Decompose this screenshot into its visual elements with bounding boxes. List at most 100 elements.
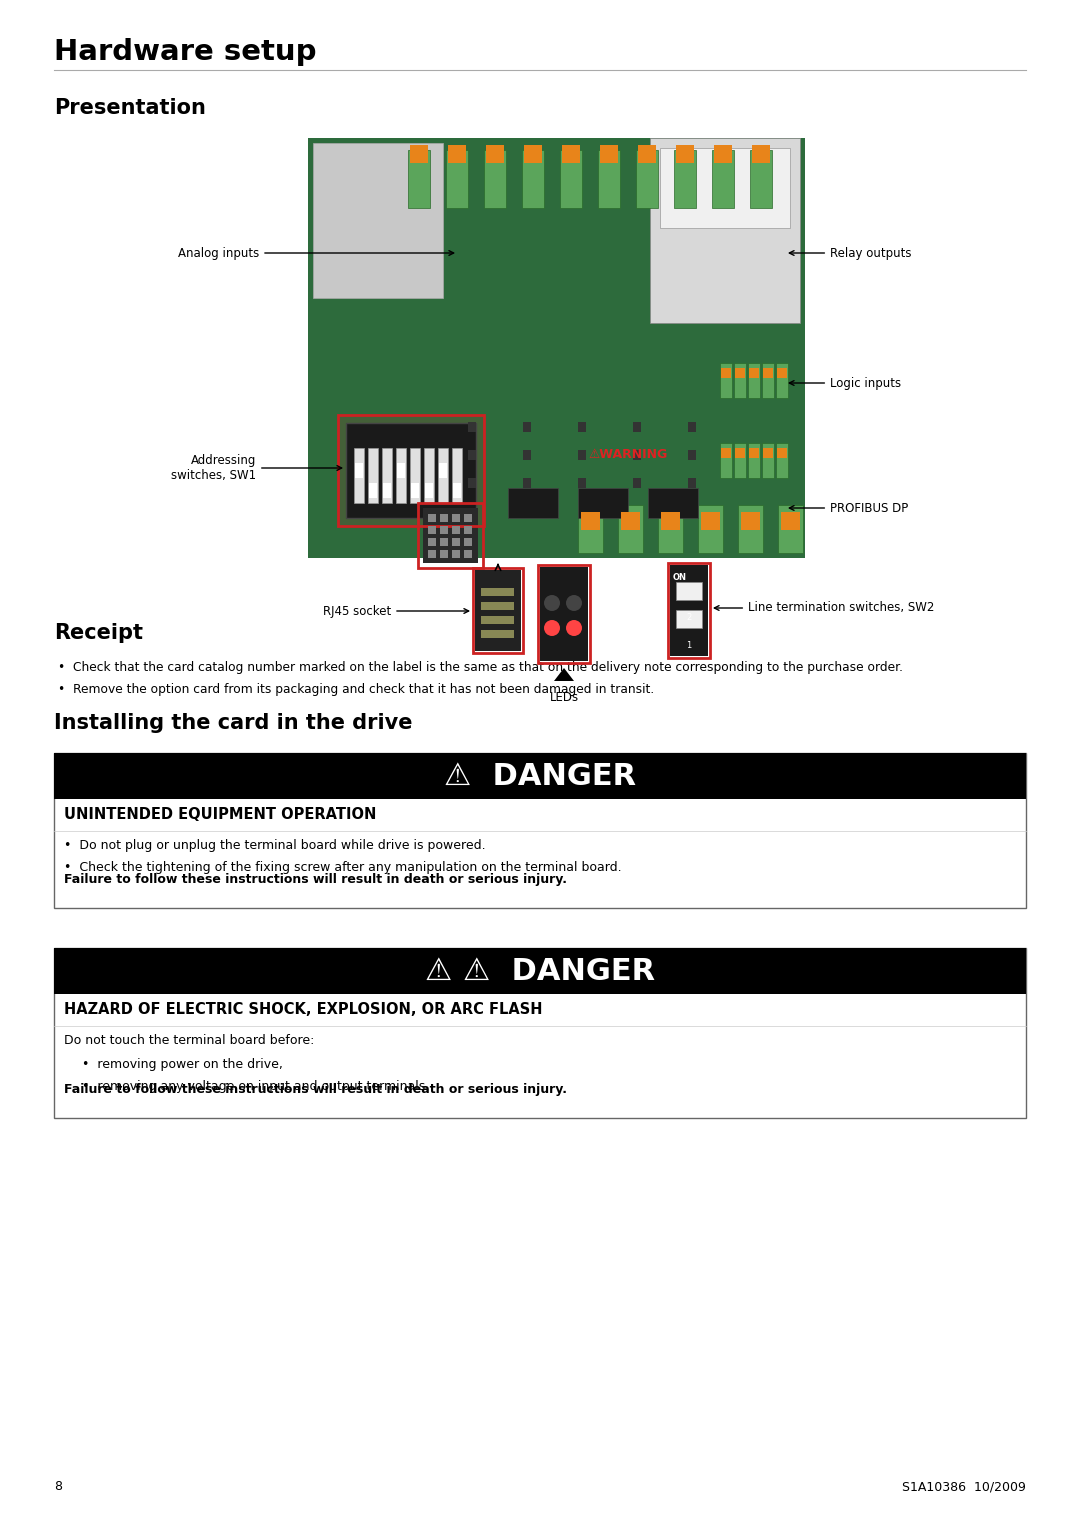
Bar xyxy=(712,150,734,208)
Bar xyxy=(578,504,603,553)
Text: 1: 1 xyxy=(687,642,691,649)
Bar xyxy=(762,364,774,397)
Bar xyxy=(486,145,504,163)
Bar xyxy=(464,550,472,558)
Bar xyxy=(698,504,723,553)
Bar xyxy=(408,150,430,208)
Bar xyxy=(762,448,773,458)
Bar xyxy=(750,448,759,458)
Bar xyxy=(734,364,746,397)
Bar xyxy=(621,512,640,530)
Bar xyxy=(368,448,378,503)
Bar xyxy=(468,422,476,432)
Bar xyxy=(721,448,731,458)
Bar xyxy=(777,448,787,458)
Bar xyxy=(523,451,531,460)
Text: Installing the card in the drive: Installing the card in the drive xyxy=(54,714,413,733)
Text: Logic inputs: Logic inputs xyxy=(789,376,901,390)
Bar xyxy=(735,368,745,377)
Bar xyxy=(354,448,364,503)
Bar xyxy=(453,538,460,545)
Bar xyxy=(741,512,760,530)
Bar xyxy=(397,463,405,478)
Bar xyxy=(338,416,484,526)
Bar xyxy=(633,478,642,487)
Text: ON: ON xyxy=(673,573,687,582)
Text: Do not touch the terminal board before:: Do not touch the terminal board before: xyxy=(64,1034,314,1047)
Bar xyxy=(523,422,531,432)
Bar xyxy=(475,570,521,651)
Bar xyxy=(308,138,805,558)
Text: ⚠ ⚠  DANGER: ⚠ ⚠ DANGER xyxy=(424,957,656,986)
Text: S1A10386  10/2009: S1A10386 10/2009 xyxy=(902,1481,1026,1493)
Text: ⚠  DANGER: ⚠ DANGER xyxy=(444,761,636,790)
Bar xyxy=(440,526,448,533)
Bar xyxy=(411,483,419,498)
Bar xyxy=(338,416,484,526)
Bar xyxy=(382,448,392,503)
Bar xyxy=(735,448,745,458)
Bar xyxy=(396,448,406,503)
Bar xyxy=(762,443,774,478)
Bar xyxy=(481,602,514,610)
Bar xyxy=(778,504,804,553)
Bar xyxy=(578,451,586,460)
Text: Receipt: Receipt xyxy=(54,623,143,643)
Bar xyxy=(453,483,461,498)
Bar xyxy=(453,513,460,523)
Bar xyxy=(688,451,696,460)
Text: Relay outputs: Relay outputs xyxy=(789,246,912,260)
Bar xyxy=(426,483,433,498)
Circle shape xyxy=(544,594,561,611)
Bar xyxy=(777,368,787,377)
Bar xyxy=(750,368,759,377)
Bar xyxy=(481,630,514,639)
Text: UNINTENDED EQUIPMENT OPERATION: UNINTENDED EQUIPMENT OPERATION xyxy=(64,807,376,822)
Bar xyxy=(523,478,531,487)
Bar xyxy=(383,483,391,498)
Bar xyxy=(453,550,460,558)
Text: •  Remove the option card from its packaging and check that it has not been dama: • Remove the option card from its packag… xyxy=(58,683,654,695)
Bar xyxy=(688,422,696,432)
Bar xyxy=(468,478,476,487)
Text: •  removing any voltage on input and output terminals.: • removing any voltage on input and outp… xyxy=(82,1080,429,1093)
Bar xyxy=(54,753,1026,799)
Bar xyxy=(762,368,773,377)
Bar xyxy=(638,145,656,163)
Bar xyxy=(674,150,696,208)
Text: RJ45 socket: RJ45 socket xyxy=(323,605,469,617)
Bar xyxy=(648,487,698,518)
Bar xyxy=(578,478,586,487)
Bar xyxy=(538,565,590,663)
Bar xyxy=(633,451,642,460)
Bar xyxy=(748,364,760,397)
Text: •  Check that the card catalog number marked on the label is the same as that on: • Check that the card catalog number mar… xyxy=(58,662,903,674)
Text: PROFIBUS DP: PROFIBUS DP xyxy=(789,501,908,515)
Text: 8: 8 xyxy=(54,1481,62,1493)
Bar xyxy=(752,145,770,163)
Bar xyxy=(440,538,448,545)
Bar xyxy=(777,364,788,397)
Bar xyxy=(777,443,788,478)
Bar xyxy=(464,538,472,545)
Bar xyxy=(636,150,658,208)
Bar xyxy=(481,616,514,623)
Bar xyxy=(721,368,731,377)
Circle shape xyxy=(544,620,561,636)
Bar xyxy=(428,538,436,545)
Bar xyxy=(660,148,789,228)
Bar xyxy=(424,448,434,503)
Bar xyxy=(650,138,800,322)
Bar xyxy=(346,423,476,518)
Bar xyxy=(473,568,523,652)
Bar xyxy=(54,753,1026,908)
Text: •  removing power on the drive,: • removing power on the drive, xyxy=(82,1057,283,1071)
Bar xyxy=(54,947,1026,995)
Bar xyxy=(618,504,643,553)
Bar xyxy=(676,582,702,601)
Text: HAZARD OF ELECTRIC SHOCK, EXPLOSION, OR ARC FLASH: HAZARD OF ELECTRIC SHOCK, EXPLOSION, OR … xyxy=(64,1002,542,1018)
Text: Hardware setup: Hardware setup xyxy=(54,38,316,66)
Bar xyxy=(562,145,580,163)
Text: Analog inputs: Analog inputs xyxy=(178,246,454,260)
Bar xyxy=(720,364,732,397)
